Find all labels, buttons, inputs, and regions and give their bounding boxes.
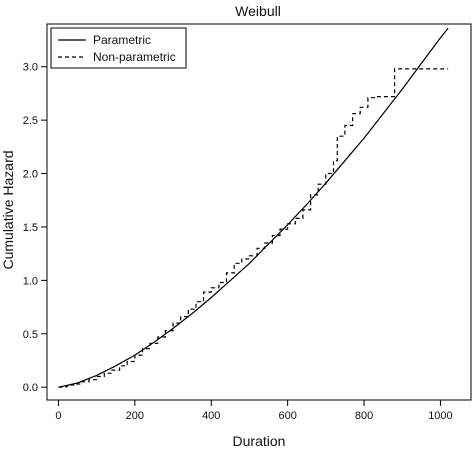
y-tick-label: 0.5 — [23, 329, 38, 341]
y-axis: 0.0 0.5 1.0 1.5 2.0 2.5 3.0 — [23, 62, 47, 394]
y-tick-label: 0.0 — [23, 382, 38, 394]
y-tick-label: 1.5 — [23, 222, 38, 234]
legend: Parametric Non-parametric — [50, 27, 187, 69]
x-axis-label: Duration — [233, 433, 286, 449]
x-tick-label: 200 — [126, 410, 144, 422]
non-parametric-line — [58, 68, 449, 388]
legend-label-non-parametric: Non-parametric — [93, 50, 176, 64]
x-axis: 0 200 400 600 800 1000 — [55, 400, 453, 422]
parametric-line — [58, 27, 449, 388]
legend-box — [50, 27, 187, 69]
y-tick-label: 2.0 — [23, 169, 38, 181]
plot-frame — [46, 23, 472, 401]
x-tick-label: 0 — [55, 410, 61, 422]
y-tick-label: 1.0 — [23, 275, 38, 287]
y-axis-label: Cumulative Hazard — [0, 150, 16, 269]
x-tick-label: 600 — [278, 410, 296, 422]
chart-title: Weibull — [235, 3, 281, 19]
x-tick-label: 400 — [202, 410, 220, 422]
y-tick-label: 2.5 — [23, 115, 38, 127]
legend-label-parametric: Parametric — [93, 33, 151, 47]
y-tick-label: 3.0 — [23, 62, 38, 74]
x-tick-label: 800 — [355, 410, 373, 422]
series-layer — [58, 27, 449, 388]
x-tick-label: 1000 — [428, 410, 452, 422]
